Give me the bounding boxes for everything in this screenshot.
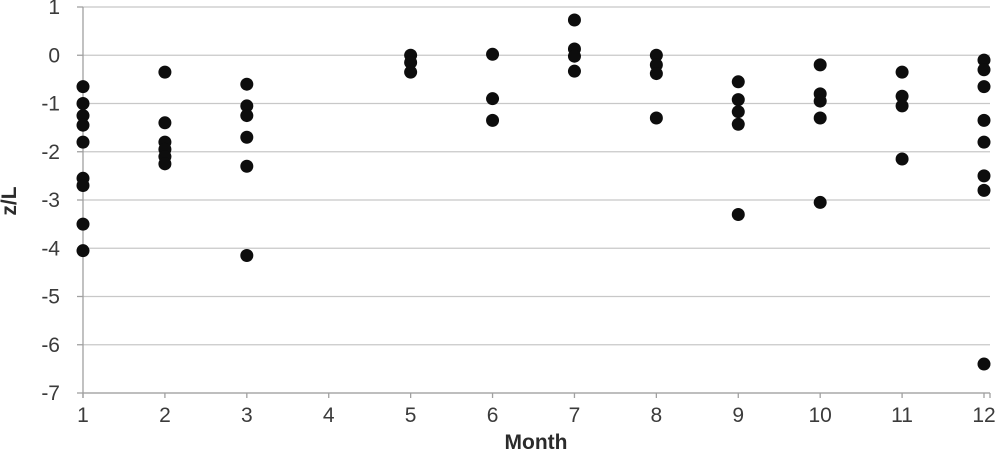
y-tick-label: -2 <box>41 141 60 164</box>
data-point <box>567 64 581 78</box>
data-point <box>158 157 172 171</box>
data-point <box>731 75 745 89</box>
data-point <box>158 116 172 130</box>
y-tick-label: -7 <box>41 382 60 405</box>
data-point <box>731 93 745 107</box>
data-point <box>76 244 90 258</box>
x-tick-label: 7 <box>569 404 581 427</box>
data-point <box>76 80 90 94</box>
data-point <box>649 111 663 125</box>
tick-labels: 10-1-2-3-4-5-6-71 2 3 4 5 6 7 8 9 10 11 12 <box>41 0 995 427</box>
y-tick-label: -3 <box>41 189 60 212</box>
x-tick-label: 3 <box>241 404 253 427</box>
data-point <box>977 135 991 149</box>
data-points <box>76 13 991 371</box>
data-point <box>76 217 90 231</box>
data-point <box>486 92 500 106</box>
x-tick-label: 5 <box>405 404 417 427</box>
data-point <box>813 94 827 108</box>
data-point <box>977 53 991 67</box>
data-point <box>649 48 663 62</box>
data-point <box>649 67 663 81</box>
data-point <box>404 65 418 79</box>
data-point <box>240 130 254 144</box>
data-point <box>731 105 745 119</box>
data-point <box>240 248 254 262</box>
y-tick-label: 1 <box>48 0 60 19</box>
data-point <box>977 63 991 77</box>
data-point <box>158 65 172 79</box>
y-axis-title: z/L <box>0 186 21 215</box>
data-point <box>486 47 500 61</box>
y-tick-label: -4 <box>41 237 60 260</box>
data-point <box>76 109 90 123</box>
data-point <box>240 77 254 91</box>
data-point <box>977 183 991 197</box>
data-point <box>895 152 909 166</box>
data-point <box>813 111 827 125</box>
data-point <box>813 195 827 209</box>
x-tick-label: 8 <box>651 404 663 427</box>
data-point <box>76 179 90 193</box>
x-tick-label: 1 <box>77 404 89 427</box>
data-point <box>977 80 991 94</box>
data-point <box>895 99 909 113</box>
x-tick-label: 6 <box>487 404 499 427</box>
axes <box>77 6 991 398</box>
data-point <box>76 135 90 149</box>
data-point <box>895 65 909 79</box>
x-tick-label: 10 <box>809 404 832 427</box>
data-point <box>977 357 991 371</box>
y-tick-label: -1 <box>41 93 60 116</box>
x-tick-label: 9 <box>732 404 744 427</box>
data-point <box>977 113 991 127</box>
data-point <box>76 97 90 110</box>
y-tick-label: 0 <box>48 44 60 67</box>
data-point <box>240 159 254 173</box>
data-point <box>567 13 581 27</box>
x-tick-label: 12 <box>972 404 995 427</box>
data-point <box>240 99 254 113</box>
y-tick-label: -5 <box>41 286 60 309</box>
data-point <box>731 117 745 131</box>
y-tick-label: -6 <box>41 334 60 357</box>
x-tick-label: 4 <box>323 404 335 427</box>
data-point <box>731 207 745 221</box>
data-point <box>977 169 991 183</box>
data-point <box>486 113 500 127</box>
x-tick-label: 11 <box>891 404 913 427</box>
data-point <box>76 118 90 132</box>
data-point <box>895 89 909 103</box>
data-point <box>404 55 418 69</box>
x-axis-title: Month <box>505 431 568 454</box>
data-point <box>567 49 581 63</box>
gridlines <box>83 6 990 394</box>
data-point <box>813 58 827 72</box>
data-point <box>240 109 254 123</box>
x-tick-label: 2 <box>159 404 171 427</box>
